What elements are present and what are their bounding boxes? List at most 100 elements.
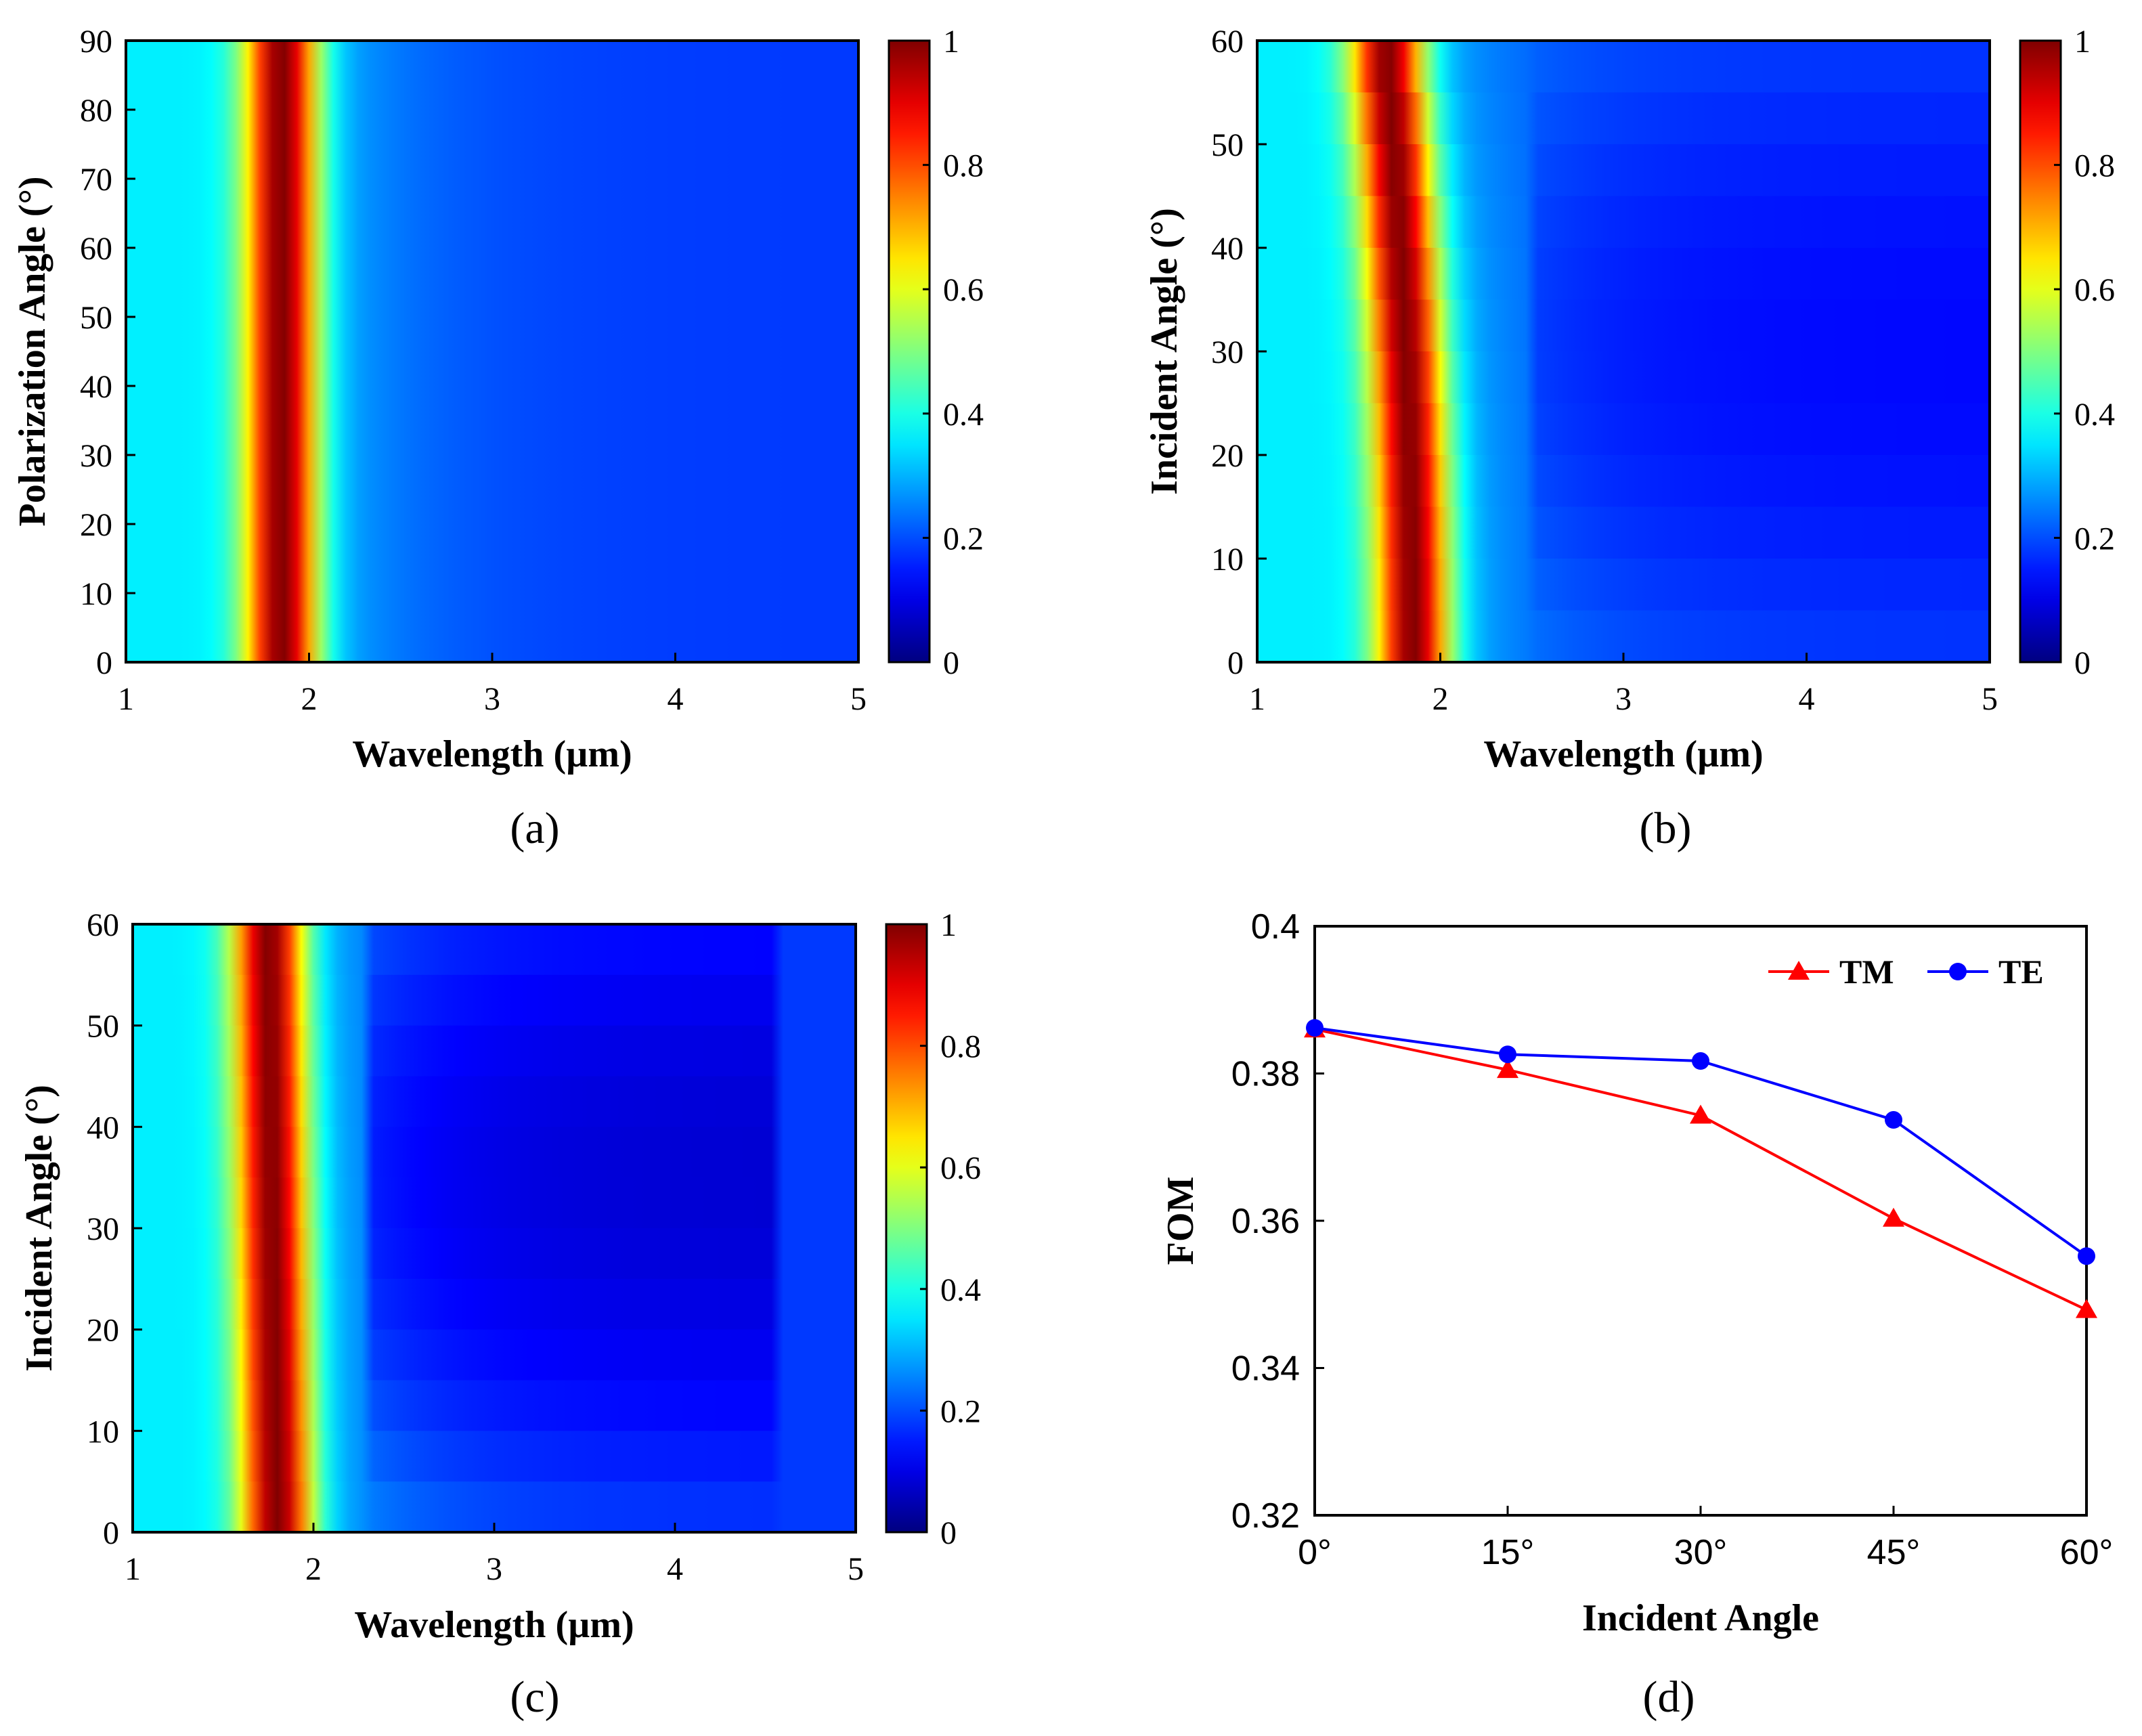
heatmap-row: [1257, 248, 1990, 301]
colorbar-tick-label: 0: [940, 1515, 957, 1551]
y-tick-label: 10: [87, 1414, 119, 1450]
x-tick-label: 15°: [1481, 1533, 1535, 1572]
y-tick-label: 20: [80, 507, 112, 543]
colorbar-tick-label: 0.6: [940, 1150, 981, 1186]
heatmap-row: [1257, 351, 1990, 404]
y-tick-label: 0.36: [1231, 1202, 1300, 1241]
colorbar-tick-label: 0.4: [2074, 397, 2115, 433]
ylabel-d: FOM: [1160, 1177, 1202, 1265]
colorbar-b: 0 0.2 0.4 0.6 0.8 1: [2019, 24, 2115, 681]
legend-label-tm: TM: [1839, 953, 1894, 991]
data-point-tm: [1690, 1104, 1711, 1124]
heatmap-row: [133, 1431, 856, 1483]
colorbar-tick-label: 0.8: [943, 148, 984, 184]
xlabel-b: Wavelength (µm): [1483, 733, 1763, 775]
y-tick-label: 0.4: [1251, 907, 1300, 947]
xlabel-a: Wavelength (µm): [352, 733, 632, 775]
colorbar-tick-label: 1: [940, 907, 957, 943]
heatmap-row: [1257, 196, 1990, 248]
y-tick-label: 60: [80, 231, 112, 267]
colorbar-tick-label: 0.2: [943, 521, 984, 557]
heatmap-row: [133, 1278, 856, 1330]
heatmap-row: [133, 1177, 856, 1229]
heatmap-row: [1257, 506, 1990, 559]
colorbar-tick-label: 0.2: [2074, 521, 2115, 557]
ylabel-a: Polarization Angle (°): [12, 177, 53, 527]
colorbar-gradient: [888, 39, 931, 664]
heatmap-row: [126, 248, 858, 301]
heatmap-row: [126, 559, 858, 611]
x-tick-label: 1: [1249, 681, 1265, 717]
heatmap-row: [1257, 455, 1990, 508]
x-tick-label: 2: [301, 681, 318, 717]
x-tick-label: 60°: [2060, 1533, 2114, 1572]
heatmap-row: [133, 1076, 856, 1128]
data-point-tm: [1497, 1059, 1518, 1079]
colorbar-gradient: [2019, 39, 2062, 664]
panel-label-c: (c): [510, 1672, 559, 1722]
colorbar-tick-label: 0.8: [940, 1029, 981, 1065]
heatmap-row: [126, 41, 858, 93]
legend-d: TM TE: [1768, 953, 2044, 991]
y-tick-label: 0.38: [1231, 1055, 1300, 1094]
colorbar-tick-label: 0.6: [943, 272, 984, 308]
panel-label-b: (b): [1640, 804, 1692, 853]
colorbar-tick-label: 0: [2074, 645, 2091, 681]
data-point-te: [1499, 1045, 1516, 1064]
heatmap-row: [126, 299, 858, 352]
heatmap-row: [126, 196, 858, 248]
heatmap-row: [126, 144, 858, 197]
y-tick-label: 30: [87, 1211, 119, 1247]
x-tick-label: 1: [118, 681, 134, 717]
colorbar-tick-label: 1: [943, 24, 959, 60]
y-tick-label: 40: [87, 1110, 119, 1146]
x-tick-label: 0°: [1298, 1533, 1332, 1572]
heatmap-row: [126, 403, 858, 456]
heatmap-row: [1257, 144, 1990, 197]
y-tick-label: 20: [87, 1313, 119, 1349]
colorbar-tick-label: 0.2: [940, 1393, 981, 1429]
heatmap-row: [1257, 299, 1990, 352]
y-tick-label: 70: [80, 162, 112, 198]
data-point-te: [1885, 1111, 1902, 1129]
xlabel-d: Incident Angle: [1582, 1597, 1819, 1639]
y-tick-label: 90: [80, 24, 112, 60]
colorbar-tick-label: 0.4: [940, 1272, 981, 1308]
legend-marker-tm: [1788, 961, 1810, 980]
y-tick-label: 60: [87, 907, 119, 943]
y-tick-label: 0: [103, 1515, 119, 1551]
heatmap-row: [1257, 41, 1990, 93]
heatmap-c: [133, 924, 856, 1533]
heatmap-row: [1257, 559, 1990, 611]
heatmap-row: [126, 351, 858, 404]
y-tick-label: 40: [80, 369, 112, 405]
x-tick-label: 4: [667, 1551, 683, 1587]
x-tick-label: 3: [486, 1551, 502, 1587]
data-point-tm: [1883, 1207, 1904, 1227]
y-tick-label: 50: [80, 300, 112, 336]
y-tick-label: 30: [80, 438, 112, 474]
colorbar-tick-label: 0: [943, 645, 959, 681]
data-point-te: [2078, 1247, 2095, 1265]
data-point-tm: [2076, 1299, 2097, 1318]
y-tick-label: 50: [1211, 127, 1244, 163]
y-tick-label: 0: [1227, 645, 1244, 681]
heatmap-row: [133, 924, 856, 976]
y-tick-label: 10: [1211, 542, 1244, 578]
x-tick-label: 5: [848, 1551, 864, 1587]
heatmap-row: [126, 455, 858, 508]
x-tick-label: 2: [305, 1551, 322, 1587]
panel-label-d: (d): [1643, 1672, 1695, 1722]
plot-frame-d: [1313, 925, 2088, 1517]
colorbar-tick-label: 0.8: [2074, 148, 2115, 184]
colorbar-tick-label: 1: [2074, 24, 2091, 60]
heatmap-b: [1257, 41, 1990, 663]
panel-d: 0° 15° 30° 45° 60° 0.320.340.360.380.4 TM TE …: [1160, 907, 2113, 1722]
legend-label-te: TE: [1998, 953, 2044, 991]
data-point-te: [1306, 1019, 1324, 1037]
xlabel-c: Wavelength (µm): [354, 1604, 634, 1646]
y-tick-label: 20: [1211, 438, 1244, 474]
